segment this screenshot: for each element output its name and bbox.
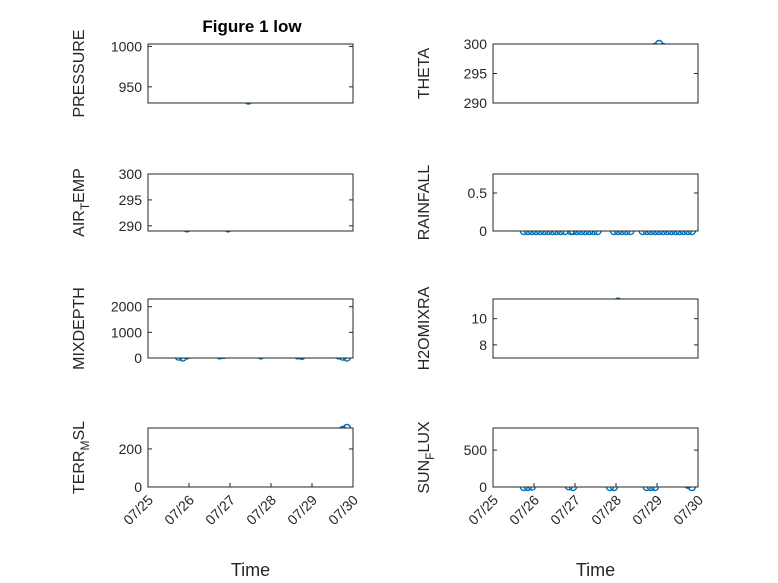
y-axis-label: RAINFALL bbox=[416, 165, 433, 241]
subplot-mixdepth: 0 1000 2000 MIXDEPTH bbox=[71, 287, 354, 370]
y-tick-label: 295 bbox=[119, 192, 143, 208]
x-tick-label: 07/25 bbox=[465, 492, 501, 528]
x-tick-label: 07/27 bbox=[202, 492, 238, 528]
subplot-air-temp: 290 295 300 AIRTEMP bbox=[71, 166, 354, 237]
x-tick-label: 07/30 bbox=[325, 492, 361, 528]
axes-box bbox=[147, 173, 354, 232]
y-tick-label: 290 bbox=[464, 95, 488, 111]
axes-box bbox=[147, 43, 354, 104]
y-tick-label: 2000 bbox=[111, 299, 142, 315]
y-tick-label: 8 bbox=[479, 337, 487, 353]
y-axis-label-part: EMP bbox=[71, 168, 88, 203]
x-axis-label: Time bbox=[231, 560, 270, 580]
axes-box bbox=[492, 173, 699, 232]
y-axis-label-part: TERR bbox=[71, 451, 88, 495]
y-axis-label-part: AIR bbox=[71, 210, 88, 237]
y-tick-label: 1000 bbox=[111, 38, 142, 54]
y-tick-label: 500 bbox=[464, 442, 488, 458]
y-tick-label: 10 bbox=[471, 311, 487, 327]
y-tick-label: 300 bbox=[119, 166, 143, 182]
x-tick-label: 07/29 bbox=[629, 492, 665, 528]
subplot-sun-flux: 0 500 07/25 07/26 07/27 07/28 07/29 07/30 Time SU… bbox=[416, 421, 706, 580]
y-axis-label-part: SUN bbox=[416, 460, 433, 494]
x-tick-label: 07/27 bbox=[547, 492, 583, 528]
axes-box bbox=[147, 427, 354, 488]
subplot-theta: 290 295 300 THETA bbox=[416, 36, 699, 111]
x-tick-label: 07/26 bbox=[506, 492, 542, 528]
y-tick-label: 300 bbox=[464, 36, 488, 52]
x-tick-label: 07/25 bbox=[120, 492, 156, 528]
y-tick-label: 290 bbox=[119, 218, 143, 234]
y-axis-label: THETA bbox=[416, 48, 433, 100]
y-axis-label: PRESSURE bbox=[71, 29, 88, 117]
figure-title: Figure 1 low bbox=[202, 17, 302, 36]
axes-box bbox=[492, 43, 699, 104]
x-axis-label: Time bbox=[576, 560, 615, 580]
x-tick-label: 07/26 bbox=[161, 492, 197, 528]
y-axis-label-subscript: M bbox=[78, 441, 92, 451]
y-tick-label: 0 bbox=[479, 479, 487, 495]
axes-box bbox=[492, 298, 699, 359]
subplot-h2omixra: 8 10 H2OMIXRA bbox=[416, 286, 699, 370]
x-tick-label: 07/29 bbox=[284, 492, 320, 528]
subplot-rainfall: 0 0.5 RAINFALL bbox=[416, 165, 699, 241]
y-tick-label: 295 bbox=[464, 66, 488, 82]
x-tick-label: 07/28 bbox=[588, 492, 624, 528]
y-tick-label: 1000 bbox=[111, 324, 142, 340]
y-axis-label-subscript: T bbox=[78, 202, 92, 210]
x-tick-label: 07/30 bbox=[670, 492, 706, 528]
axes-box bbox=[147, 298, 354, 359]
y-axis-label-subscript: F bbox=[423, 453, 437, 460]
y-tick-label: 0.5 bbox=[468, 185, 488, 201]
y-axis-label-part: SL bbox=[71, 421, 88, 441]
y-tick-label: 950 bbox=[119, 79, 143, 95]
y-tick-label: 0 bbox=[134, 350, 142, 366]
y-tick-label: 0 bbox=[134, 479, 142, 495]
y-axis-label: SUNFLUX bbox=[416, 421, 437, 494]
axes-box bbox=[492, 427, 699, 488]
y-axis-label: H2OMIXRA bbox=[416, 286, 433, 370]
subplot-pressure: 950 1000 PRESSURE bbox=[71, 29, 354, 118]
y-axis-label: AIRTEMP bbox=[71, 168, 92, 237]
y-axis-label-part: LUX bbox=[416, 421, 433, 452]
x-tick-label: 07/28 bbox=[243, 492, 279, 528]
y-axis-label: TERRMSL bbox=[71, 421, 92, 494]
subplot-terr-msl: 0 200 07/25 07/26 07/27 07/28 07/29 07/30 Time TE… bbox=[71, 421, 361, 580]
y-tick-label: 200 bbox=[119, 441, 143, 457]
y-tick-label: 0 bbox=[479, 223, 487, 239]
y-axis-label: MIXDEPTH bbox=[71, 287, 88, 370]
